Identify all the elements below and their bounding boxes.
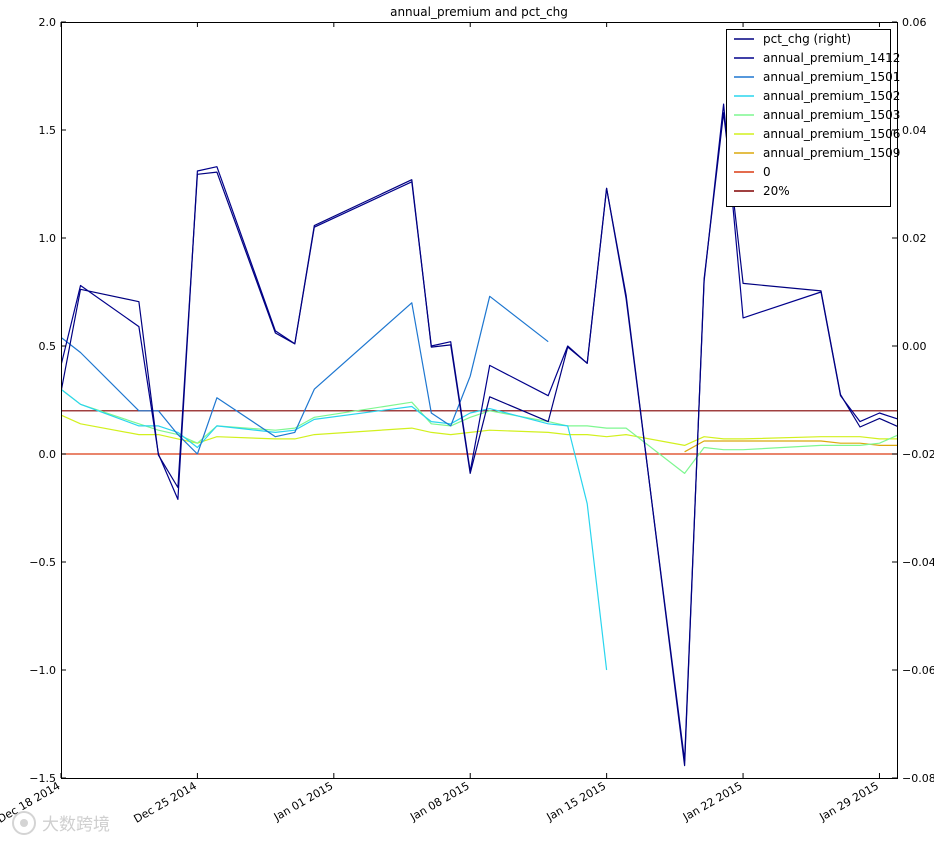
left-axis-tick-label: −0.5 xyxy=(29,556,56,569)
legend-box xyxy=(726,29,891,207)
left-axis-tick-label: 2.0 xyxy=(39,16,57,29)
left-axis-tick-label: −1.5 xyxy=(29,772,56,785)
left-axis-tick-label: 0.5 xyxy=(39,340,57,353)
legend-entry-label: annual_premium_1503 xyxy=(763,108,900,122)
legend-entry-label: annual_premium_1509 xyxy=(763,146,900,160)
right-axis-tick-label: −0.04 xyxy=(902,556,934,569)
series-line-annual-premium-1501 xyxy=(61,295,549,455)
right-axis-tick-label: −0.08 xyxy=(902,772,934,785)
series-line-annual-premium-1503 xyxy=(61,388,897,474)
left-axis-tick-label: 1.5 xyxy=(39,124,57,137)
legend-entry-label: annual_premium_1501 xyxy=(763,70,900,84)
plot-border xyxy=(61,22,898,779)
x-axis-tick-label: Jan 29 2015 xyxy=(816,779,880,824)
right-axis-tick-label: −0.02 xyxy=(902,448,934,461)
series-line-pct-chg-right xyxy=(61,112,897,767)
right-axis-tick-label: −0.06 xyxy=(902,664,934,677)
series-line-annual-premium-1502 xyxy=(61,388,608,671)
right-axis-tick-label: 0.04 xyxy=(902,124,927,137)
watermark-text: 大数跨境 xyxy=(42,815,110,835)
x-axis-tick-label: Jan 08 2015 xyxy=(407,779,471,824)
x-axis-tick-label: Jan 15 2015 xyxy=(544,779,608,824)
legend-entry-label: 20% xyxy=(763,184,790,198)
watermark-logo-dot-icon xyxy=(20,819,28,827)
watermark: 大数跨境 xyxy=(12,811,110,835)
axis-ticks xyxy=(60,21,897,779)
x-axis-tick-label: Jan 22 2015 xyxy=(680,779,744,824)
left-axis-tick-label: 1.0 xyxy=(39,232,57,245)
x-axis-tick-label: Dec 25 2014 xyxy=(132,779,199,825)
legend-entry-label: annual_premium_1506 xyxy=(763,127,900,141)
legend-entry-label: pct_chg (right) xyxy=(763,32,851,46)
left-axis-tick-label: 0.0 xyxy=(39,448,57,461)
left-axis-tick-label: −1.0 xyxy=(29,664,56,677)
legend: pct_chg (right) annual_premium_1412annual… xyxy=(726,29,900,207)
right-axis-tick-label: 0.02 xyxy=(902,232,927,245)
series-line-annual-premium-1509 xyxy=(684,440,897,453)
right-axis-tick-label: 0.06 xyxy=(902,16,927,29)
chart-title: annual_premium and pct_chg xyxy=(390,5,568,19)
x-axis-tick-label: Jan 01 2015 xyxy=(271,779,335,824)
legend-entry-label: 0 xyxy=(763,165,771,179)
right-axis-tick-label: 0.00 xyxy=(902,340,927,353)
legend-entry-label: annual_premium_1502 xyxy=(763,89,900,103)
watermark-logo-icon xyxy=(12,811,36,835)
series-lines xyxy=(61,103,897,767)
legend-entry-label: annual_premium_1412 xyxy=(763,51,900,65)
